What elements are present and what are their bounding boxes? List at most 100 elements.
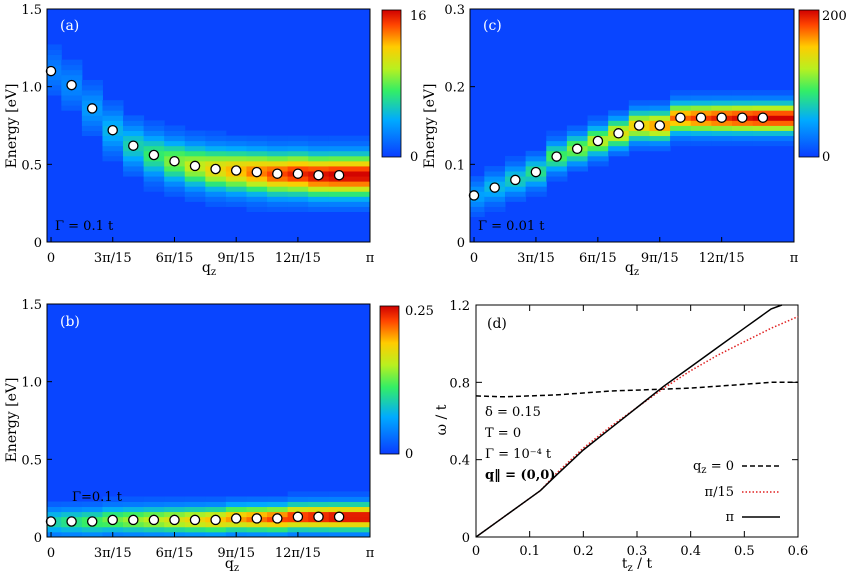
heatmap-cell <box>246 501 268 508</box>
heatmap-cell <box>225 191 247 197</box>
heatmap-cell <box>525 186 547 192</box>
heatmap-cell <box>205 506 227 513</box>
heatmap-cell <box>470 211 485 218</box>
heatmap-cell <box>731 90 754 96</box>
heatmap-cell <box>328 181 371 187</box>
heatmap-cell <box>287 206 309 213</box>
heatmap-cell <box>205 186 227 192</box>
heatmap-cell <box>328 150 371 157</box>
peak-point <box>66 79 77 91</box>
heatmap-cell <box>205 155 227 162</box>
heatmap-cell <box>205 130 227 137</box>
heatmap-cell <box>484 176 506 182</box>
heatmap-cell <box>81 95 103 101</box>
heatmap-cell <box>267 186 289 192</box>
peak-point <box>468 190 480 201</box>
heatmap-cell <box>525 155 547 162</box>
peak-point <box>592 135 604 147</box>
heatmap-cell <box>752 130 795 137</box>
heatmap-cell <box>225 501 247 508</box>
gamma-annotation-b: Γ=0.1 t <box>72 490 123 505</box>
heatmap-cell <box>752 115 795 121</box>
heatmap-cell <box>287 191 309 197</box>
y-tick-label: 0 <box>462 531 470 546</box>
peak-point <box>272 513 283 524</box>
heatmap-cell <box>328 506 371 513</box>
heatmap-cell <box>61 105 83 111</box>
heatmap-cell <box>164 150 186 157</box>
heatmap-cell <box>566 130 589 137</box>
heatmap-cell <box>587 120 609 126</box>
heatmap-cell <box>143 171 165 177</box>
peak-point <box>107 514 118 526</box>
heatmap-cell <box>504 166 527 172</box>
heatmap-cell <box>164 506 186 513</box>
y-tick-label: 0 <box>34 236 42 251</box>
heatmap-cell <box>608 145 630 152</box>
heatmap-cell <box>102 140 124 147</box>
heatmap-cell <box>47 526 62 533</box>
heatmap-cell <box>123 511 145 518</box>
peak-point <box>333 169 345 181</box>
peak-point <box>148 514 160 526</box>
heatmap-cell <box>267 196 289 202</box>
heatmap-cell <box>81 526 103 533</box>
heatmap-cell <box>546 160 568 167</box>
heatmap-cell <box>504 196 527 202</box>
heatmap-cell <box>184 171 206 177</box>
heatmap-cell <box>267 506 289 513</box>
heatmap-cell <box>711 140 733 147</box>
heatmap-cell <box>328 526 371 533</box>
heatmap-cell <box>143 496 165 502</box>
heatmap-cell <box>102 135 124 142</box>
heatmap-cell <box>246 531 268 538</box>
heatmap-cell <box>81 79 103 86</box>
heatmap-cell <box>287 181 309 187</box>
heatmap-cell <box>587 145 609 152</box>
heatmap-cell <box>225 526 247 533</box>
y-axis-label-c: Energy [eV] <box>422 84 438 169</box>
heatmap-cell <box>308 186 330 192</box>
heatmap-cell <box>628 145 650 152</box>
plot-frame-a <box>46 8 371 243</box>
heatmap-cell <box>328 171 371 177</box>
heatmap-cell <box>61 90 83 96</box>
peak-point <box>189 514 201 526</box>
heatmap-cell <box>123 115 145 121</box>
heatmap-cell <box>164 145 186 152</box>
heatmap-cell <box>267 150 289 157</box>
peak-point <box>571 143 583 155</box>
x-tick-label: 3π/15 <box>94 546 132 561</box>
heatmap-cell <box>484 166 506 172</box>
peak-point <box>128 140 139 151</box>
heatmap-cell <box>649 135 671 142</box>
heatmap-cell <box>184 135 206 142</box>
heatmap-cell <box>628 110 650 116</box>
heatmap-cell <box>525 176 547 182</box>
heatmap-cell <box>308 135 330 142</box>
heatmap-cell <box>143 186 165 192</box>
heatmap-cell <box>164 140 186 147</box>
heatmap-cell <box>308 531 330 538</box>
heatmap-cell <box>246 150 268 157</box>
heatmap-cell <box>328 196 371 202</box>
panel-d: 0 0.4 0.8 1.2 0 0.1 0.2 0.3 0.4 0.5 0.6 (d) ω / t… <box>434 299 808 574</box>
heatmap-cell <box>225 135 247 142</box>
heatmap-cell <box>246 176 268 182</box>
heatmap-c <box>470 9 795 242</box>
heatmap-cell <box>711 120 733 126</box>
heatmap-cell <box>143 181 165 187</box>
heatmap-cell <box>525 191 547 197</box>
heatmap-cell <box>484 171 506 177</box>
heatmap-cell <box>81 531 103 538</box>
y-tick-label: 0.5 <box>21 453 42 468</box>
heatmap-cell <box>225 186 247 192</box>
heatmap-cell <box>546 130 568 137</box>
heatmap-cell <box>246 155 268 162</box>
colorbar-max-a: 16 <box>410 9 427 24</box>
heatmap-cell <box>308 155 330 162</box>
heatmap-cell <box>308 206 330 213</box>
heatmap-cell <box>566 140 589 147</box>
heatmap-cell <box>267 501 289 508</box>
heatmap-cell <box>608 150 630 157</box>
